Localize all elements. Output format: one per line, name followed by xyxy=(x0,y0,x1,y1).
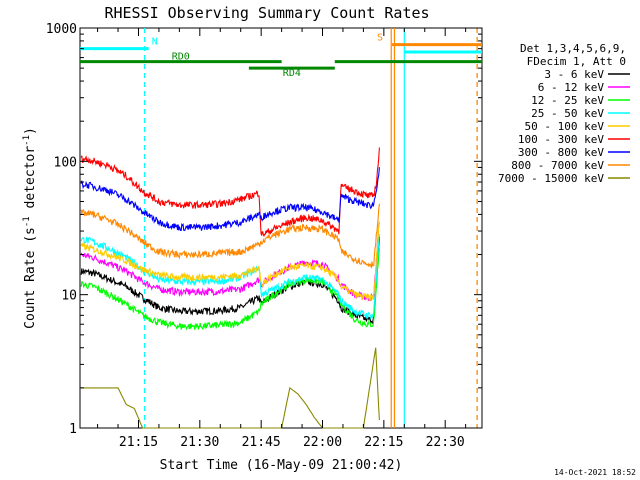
flag-bars: N S RD0 RD4 xyxy=(80,28,482,428)
legend-label-3: 25 - 50 keV xyxy=(531,107,604,120)
series-line-4 xyxy=(80,221,380,302)
series-line-2 xyxy=(80,248,380,331)
flag-label-0: N xyxy=(152,37,158,48)
legend-label-2: 12 - 25 keV xyxy=(531,94,604,107)
legend-header-0: Det 1,3,4,5,6,9, xyxy=(520,42,626,55)
series-line-0 xyxy=(80,236,380,326)
series-line-7 xyxy=(80,203,380,269)
legend-label-4: 50 - 100 keV xyxy=(525,120,605,133)
legend-label-6: 300 - 800 keV xyxy=(518,146,604,159)
x-tick-label-5: 22:30 xyxy=(426,435,465,450)
y-axis-label-end: ) xyxy=(23,127,38,135)
x-tick-label-3: 22:00 xyxy=(303,435,342,450)
flag-label-3: RD4 xyxy=(283,68,301,79)
flag-label-1: S xyxy=(377,33,383,44)
axes: 21:15 21:30 21:45 22:00 22:15 22:30 1 10 100 1000 xyxy=(46,22,482,450)
y-axis-label-mid: detector xyxy=(23,146,38,217)
series-line-8 xyxy=(81,347,380,429)
x-tick-label-2: 21:45 xyxy=(242,435,281,450)
series-line-5 xyxy=(80,147,380,238)
timestamp: 14-Oct-2021 18:52 xyxy=(554,468,636,477)
y-axis-label-main: Count Rate (s xyxy=(23,227,38,329)
x-tick-label-4: 22:15 xyxy=(364,435,403,450)
y-axis-label-sup2: -1 xyxy=(22,135,32,146)
legend-label-8: 7000 - 15000 keV xyxy=(498,172,604,185)
series-lines xyxy=(80,147,380,429)
legend: Det 1,3,4,5,6,9,FDecim 1, Att 03 - 6 keV… xyxy=(498,42,630,185)
y-tick-label-2: 100 xyxy=(54,155,77,170)
y-axis-label-sup: -1 xyxy=(22,216,32,227)
chart-title: RHESSI Observing Summary Count Rates xyxy=(104,4,429,22)
x-tick-label-1: 21:30 xyxy=(180,435,219,450)
x-tick-label-0: 21:15 xyxy=(119,435,158,450)
legend-label-0: 3 - 6 keV xyxy=(544,68,604,81)
legend-label-1: 6 - 12 keV xyxy=(538,81,605,94)
legend-label-5: 100 - 300 keV xyxy=(518,133,604,146)
y-tick-label-0: 1 xyxy=(69,422,77,437)
y-axis-label: Count Rate (s-1 detector-1) xyxy=(22,127,38,329)
legend-label-7: 800 - 7000 keV xyxy=(511,159,604,172)
flag-label-2: RD0 xyxy=(172,52,190,63)
y-tick-label-3: 1000 xyxy=(46,22,77,37)
y-tick-label-1: 10 xyxy=(61,289,77,304)
x-axis-label: Start Time (16-May-09 21:00:42) xyxy=(160,458,403,473)
legend-header-1: FDecim 1, Att 0 xyxy=(527,55,626,68)
series-line-6 xyxy=(80,167,380,232)
